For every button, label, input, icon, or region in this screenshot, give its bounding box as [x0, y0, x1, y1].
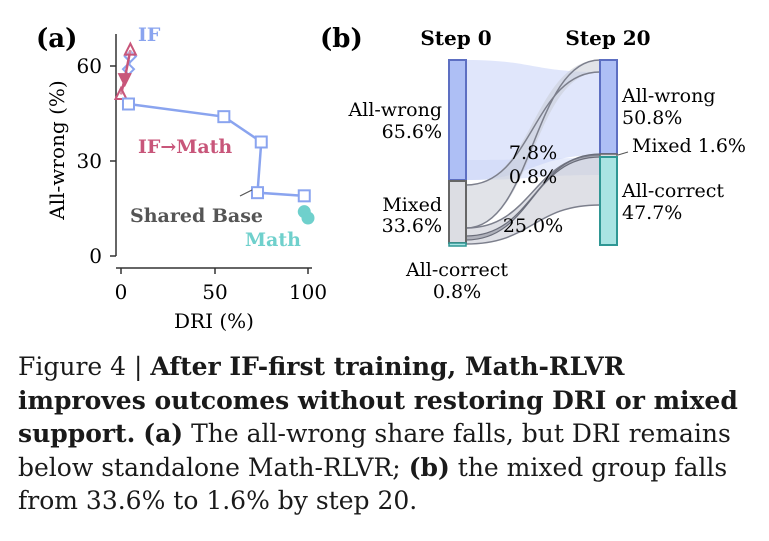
step0-all-wrong-name: All-wrong: [348, 99, 442, 121]
caption-panel-b-ref: (b): [408, 452, 450, 482]
point-shared-base-4: [297, 189, 311, 203]
y-ticks: 0 30 60: [77, 54, 116, 268]
figure-caption: Figure 4 | After IF-first training, Math…: [18, 350, 758, 518]
step20-mixed-value: 1.6%: [698, 135, 746, 157]
step0-mixed-name: Mixed: [382, 194, 442, 216]
node-step0-all-correct: [448, 242, 467, 247]
node-step20-all-correct: [599, 156, 618, 246]
column-header-step-0: Step 0: [420, 26, 491, 50]
step0-all-wrong-value: 65.6%: [382, 121, 442, 143]
panel-b-sankey-diagram: (b) Step 0 Step 20: [320, 24, 746, 303]
node-step0-mixed: [448, 180, 467, 244]
flow-label-7-8: 7.8%: [509, 142, 557, 164]
y-axis-label: All-wrong (%): [45, 80, 69, 220]
caption-text-b: the mixed group falls from 33.6% to 1.6%…: [18, 452, 728, 516]
annotation-pointer: [239, 189, 253, 197]
series-layer: [113, 41, 315, 225]
x-axis-label: DRI (%): [174, 309, 254, 333]
panel-a-scatter-plot: (a) 0 30 60 0 50 100 DRI (%) All-wrong (…: [36, 24, 327, 333]
flow-all-wrong-to-all-wrong: [466, 60, 600, 180]
series-label-math: Math: [245, 229, 301, 251]
flow-mixed-to-all-correct: [466, 155, 600, 244]
x-tick-label-0: 0: [115, 280, 128, 304]
y-tick-label-60: 60: [77, 54, 102, 78]
point-math-1: [301, 211, 315, 225]
step20-mixed-name: Mixed: [632, 135, 692, 157]
node-step20-all-wrong: [599, 59, 618, 155]
step0-all-correct-name: All-correct: [405, 259, 508, 281]
step20-mixed-label: Mixed 1.6%: [632, 135, 746, 157]
step20-all-correct-value: 47.7%: [622, 202, 682, 224]
x-tick-label-50: 50: [202, 280, 227, 304]
caption-bold-title: After IF-first training, Math-RLVR impro…: [18, 352, 738, 448]
step0-all-correct-value: 0.8%: [433, 281, 481, 303]
panel-b-label: (b): [320, 24, 363, 54]
point-if-math-1: [117, 73, 132, 88]
point-shared-base-0: [121, 97, 135, 111]
x-tick-label-100: 100: [289, 280, 327, 304]
point-shared-base-1: [217, 110, 231, 124]
step20-all-wrong-value: 50.8%: [622, 107, 682, 129]
series-label-if: IF: [138, 24, 161, 46]
column-header-step-20: Step 20: [565, 26, 650, 50]
caption-panel-a-ref: (a): [143, 419, 184, 448]
caption-text-a: The all-wrong share falls, but DRI remai…: [18, 419, 731, 482]
point-shared-base-2: [254, 135, 268, 149]
flow-label-0-8: 0.8%: [509, 166, 557, 188]
series-label-shared-base: Shared Base: [130, 205, 263, 227]
caption-prefix: Figure 4 |: [18, 352, 151, 381]
series-label-if-math: IF→Math: [138, 136, 232, 158]
step20-mixed-pointer: [617, 151, 629, 156]
flow-label-25-0: 25.0%: [503, 215, 563, 237]
point-if-math-2: [113, 85, 129, 100]
y-tick-label-30: 30: [77, 149, 102, 173]
step0-mixed-value: 33.6%: [382, 215, 442, 237]
figure-4: (a) 0 30 60 0 50 100 DRI (%) All-wrong (…: [36, 24, 746, 333]
x-ticks: 0 50 100: [115, 268, 327, 304]
y-tick-label-0: 0: [89, 244, 102, 268]
sankey-flows: [465, 59, 601, 245]
panel-a-label: (a): [36, 24, 77, 54]
node-step0-all-wrong: [448, 59, 467, 181]
step20-all-correct-name: All-correct: [621, 180, 724, 202]
point-if-math-0: [123, 41, 138, 56]
step20-all-wrong-name: All-wrong: [621, 85, 715, 107]
point-shared-base-3: [251, 186, 265, 200]
